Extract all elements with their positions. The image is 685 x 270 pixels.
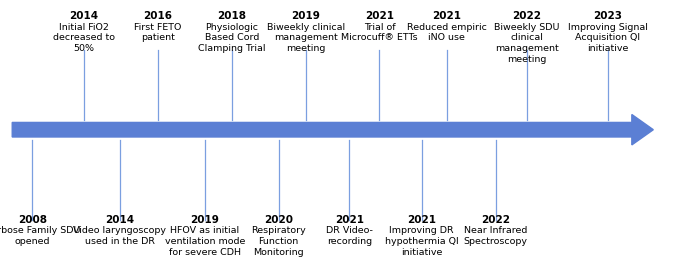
Text: 2021: 2021 bbox=[335, 215, 364, 225]
Text: Initial FiO2
decreased to
50%: Initial FiO2 decreased to 50% bbox=[53, 22, 115, 53]
Text: Biweekly SDU
clinical
management
meeting: Biweekly SDU clinical management meeting bbox=[495, 22, 560, 64]
Text: 2020: 2020 bbox=[264, 215, 293, 225]
Text: 2014: 2014 bbox=[105, 215, 134, 225]
Text: 2021: 2021 bbox=[407, 215, 436, 225]
Text: HFOV as initial
ventilation mode
for severe CDH: HFOV as initial ventilation mode for sev… bbox=[164, 226, 245, 257]
Text: Near Infrared
Spectroscopy: Near Infrared Spectroscopy bbox=[464, 226, 527, 246]
Text: 2021: 2021 bbox=[432, 11, 461, 21]
Text: Trial of
Microcuff® ETTs: Trial of Microcuff® ETTs bbox=[341, 22, 418, 42]
Text: 2021: 2021 bbox=[365, 11, 394, 21]
Text: Video laryngoscopy
used in the DR: Video laryngoscopy used in the DR bbox=[73, 226, 166, 246]
Text: Physiologic
Based Cord
Clamping Trial: Physiologic Based Cord Clamping Trial bbox=[198, 22, 266, 53]
Text: 2022: 2022 bbox=[481, 215, 510, 225]
Text: 2019: 2019 bbox=[190, 215, 219, 225]
Text: 2022: 2022 bbox=[512, 11, 542, 21]
Text: 2023: 2023 bbox=[593, 11, 622, 21]
Text: 2018: 2018 bbox=[217, 11, 246, 21]
Text: First FETO
patient: First FETO patient bbox=[134, 22, 182, 42]
Text: Respiratory
Function
Monitoring: Respiratory Function Monitoring bbox=[251, 226, 306, 257]
Text: Improving DR
hypothermia QI
initiative: Improving DR hypothermia QI initiative bbox=[385, 226, 458, 257]
Text: Improving Signal
Acquisition QI
initiative: Improving Signal Acquisition QI initiati… bbox=[568, 22, 647, 53]
Text: DR Video-
recording: DR Video- recording bbox=[326, 226, 373, 246]
Text: 2016: 2016 bbox=[143, 11, 173, 21]
Text: Garbose Family SDU
opened: Garbose Family SDU opened bbox=[0, 226, 81, 246]
Text: Biweekly clinical
management
meeting: Biweekly clinical management meeting bbox=[266, 22, 345, 53]
Text: 2008: 2008 bbox=[18, 215, 47, 225]
Text: Reduced empiric
iNO use: Reduced empiric iNO use bbox=[407, 22, 486, 42]
Text: 2014: 2014 bbox=[69, 11, 99, 21]
Text: 2019: 2019 bbox=[291, 11, 320, 21]
FancyArrow shape bbox=[12, 114, 653, 145]
